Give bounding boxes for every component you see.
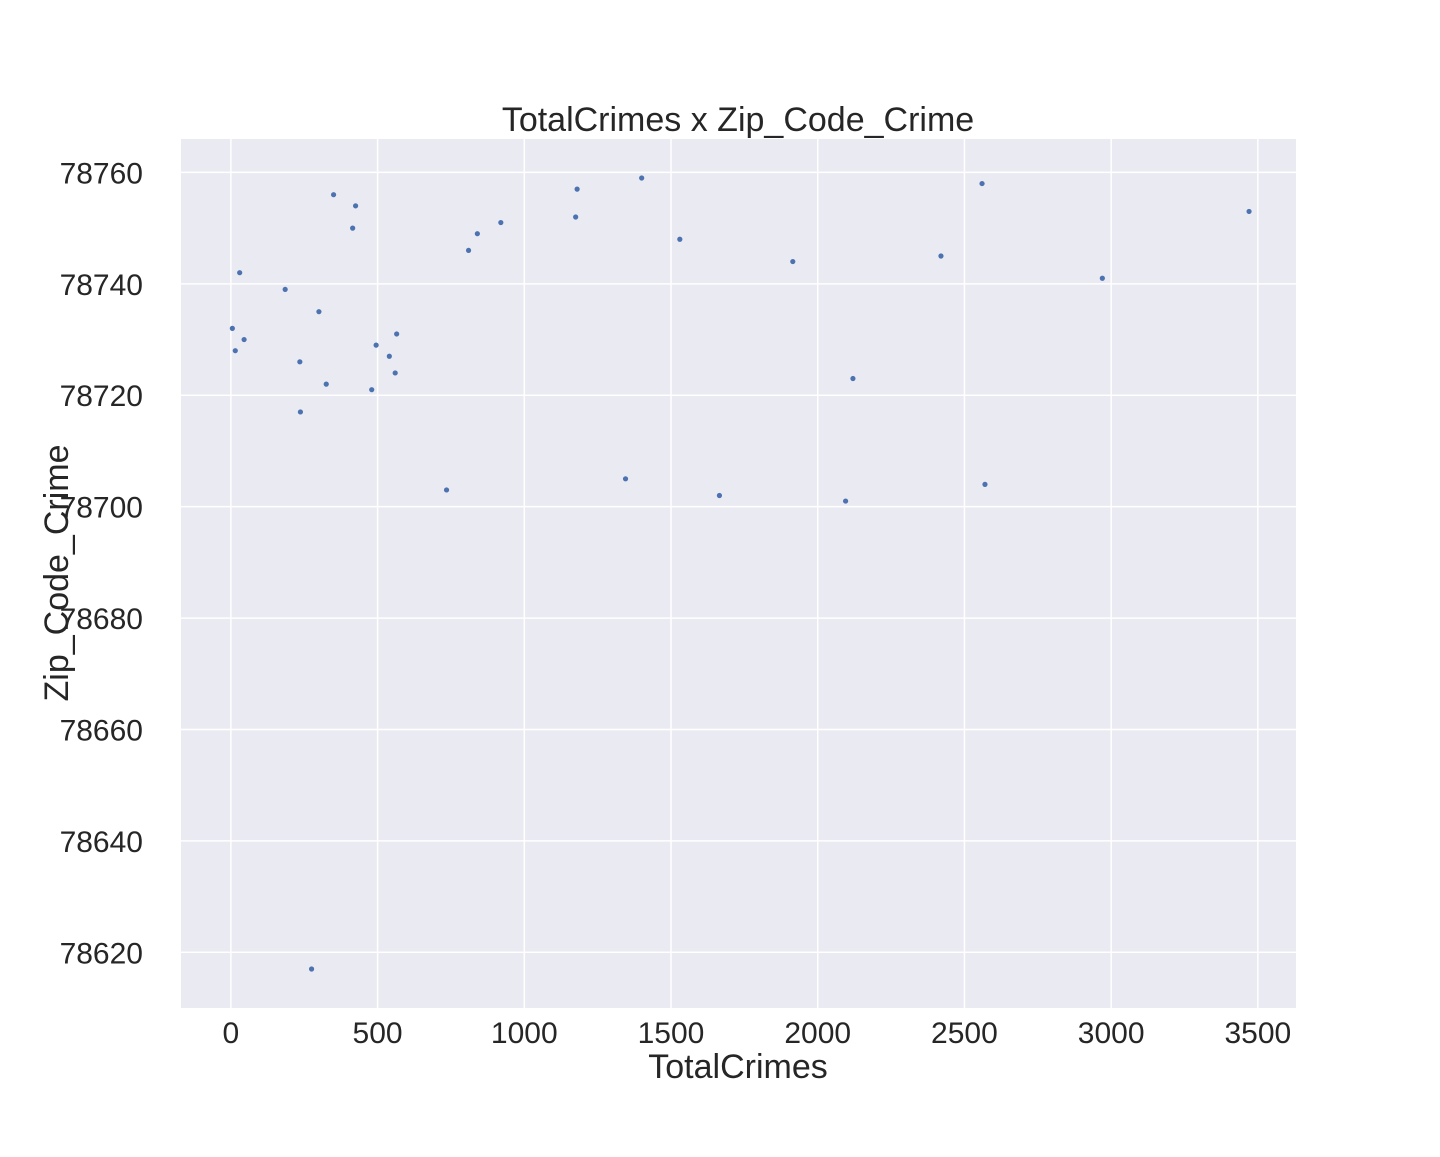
data-point xyxy=(282,286,288,293)
data-point xyxy=(229,325,235,331)
plot-area xyxy=(181,139,1296,1008)
data-point xyxy=(842,498,849,504)
data-point xyxy=(465,247,472,254)
y-tick-label: 78720 xyxy=(60,380,143,413)
data-point xyxy=(573,214,579,220)
chart-title: TotalCrimes x Zip_Code_Crime xyxy=(502,101,974,139)
x-tick-label: 2500 xyxy=(931,1017,998,1050)
x-tick-label: 3500 xyxy=(1224,1017,1291,1050)
data-point xyxy=(237,270,243,276)
data-points xyxy=(229,175,1252,972)
y-tick-label: 78620 xyxy=(60,937,143,970)
data-point xyxy=(979,180,985,187)
data-point xyxy=(574,186,580,192)
data-point xyxy=(850,375,856,382)
y-axis-label: Zip_Code_Crime xyxy=(38,445,76,702)
grid-lines xyxy=(181,139,1296,1008)
data-point xyxy=(790,258,796,265)
data-point xyxy=(297,359,303,365)
data-point xyxy=(308,966,315,972)
data-point xyxy=(498,219,504,226)
y-tick-label: 78760 xyxy=(60,157,143,190)
y-tick-label: 78740 xyxy=(60,269,143,302)
data-point xyxy=(350,225,356,231)
data-point xyxy=(323,381,329,387)
data-point xyxy=(352,203,359,209)
data-point xyxy=(938,253,944,259)
x-tick-label: 3000 xyxy=(1078,1017,1145,1050)
data-point xyxy=(316,309,322,315)
data-point xyxy=(386,353,392,359)
data-point xyxy=(716,492,723,499)
x-tick-label: 0 xyxy=(223,1017,240,1050)
data-point xyxy=(369,387,375,393)
y-tick-labels: 78620 78640 78660 78680 78700 78720 78740 78760 xyxy=(60,157,143,970)
data-point xyxy=(1246,208,1252,215)
data-point xyxy=(677,236,683,242)
x-axis-label: TotalCrimes xyxy=(648,1048,827,1086)
data-point xyxy=(639,175,645,181)
y-tick-label: 78680 xyxy=(60,603,143,636)
data-point xyxy=(443,487,450,493)
data-point xyxy=(982,481,988,487)
x-tick-label: 500 xyxy=(353,1017,403,1050)
data-point xyxy=(394,331,400,337)
data-point xyxy=(373,342,379,348)
data-point xyxy=(622,476,629,482)
x-tick-labels: 0 500 1000 1500 2000 2500 3000 3500 xyxy=(223,1017,1292,1050)
data-point xyxy=(241,336,247,343)
x-tick-label: 2000 xyxy=(784,1017,851,1050)
data-point xyxy=(392,370,398,376)
data-point xyxy=(474,231,480,237)
x-tick-label: 1500 xyxy=(638,1017,705,1050)
data-point xyxy=(1099,275,1105,281)
data-point xyxy=(232,348,238,354)
data-point xyxy=(330,192,337,198)
data-point xyxy=(297,409,304,415)
x-tick-label: 1000 xyxy=(491,1017,558,1050)
y-tick-label: 78660 xyxy=(60,714,143,747)
y-tick-label: 78700 xyxy=(60,492,143,525)
y-tick-label: 78640 xyxy=(60,826,143,859)
